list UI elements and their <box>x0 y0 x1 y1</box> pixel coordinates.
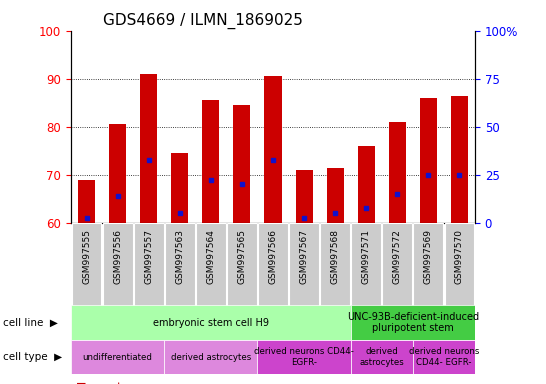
Bar <box>171 153 188 223</box>
FancyBboxPatch shape <box>71 305 351 340</box>
Text: derived neurons
CD44- EGFR-: derived neurons CD44- EGFR- <box>409 348 479 367</box>
Bar <box>233 105 251 223</box>
Text: derived astrocytes: derived astrocytes <box>171 353 251 362</box>
FancyBboxPatch shape <box>413 340 475 374</box>
FancyBboxPatch shape <box>289 223 319 307</box>
FancyBboxPatch shape <box>258 223 288 307</box>
Bar <box>202 100 219 223</box>
FancyBboxPatch shape <box>227 223 257 307</box>
Text: GSM997567: GSM997567 <box>300 230 308 285</box>
Text: GSM997563: GSM997563 <box>175 230 184 285</box>
FancyBboxPatch shape <box>134 223 164 307</box>
Bar <box>327 167 343 223</box>
FancyBboxPatch shape <box>72 223 102 307</box>
Bar <box>140 74 157 223</box>
Bar <box>420 98 437 223</box>
Text: undifferentiated: undifferentiated <box>82 353 152 362</box>
Text: GSM997565: GSM997565 <box>238 230 246 285</box>
Text: cell type  ▶: cell type ▶ <box>3 352 62 362</box>
Text: derived neurons CD44-
EGFR-: derived neurons CD44- EGFR- <box>254 348 354 367</box>
Bar <box>109 124 126 223</box>
FancyBboxPatch shape <box>444 223 474 307</box>
FancyBboxPatch shape <box>196 223 225 307</box>
Bar <box>295 170 313 223</box>
Text: GSM997569: GSM997569 <box>424 230 433 285</box>
Text: GSM997556: GSM997556 <box>113 230 122 285</box>
Text: GDS4669 / ILMN_1869025: GDS4669 / ILMN_1869025 <box>103 13 303 29</box>
Text: cell line  ▶: cell line ▶ <box>3 318 58 328</box>
FancyBboxPatch shape <box>103 223 133 307</box>
Bar <box>358 146 375 223</box>
Text: embryonic stem cell H9: embryonic stem cell H9 <box>153 318 269 328</box>
FancyBboxPatch shape <box>164 340 258 374</box>
FancyBboxPatch shape <box>71 340 164 374</box>
FancyBboxPatch shape <box>165 223 195 307</box>
Text: GSM997555: GSM997555 <box>82 230 91 285</box>
FancyBboxPatch shape <box>351 223 381 307</box>
FancyBboxPatch shape <box>258 340 351 374</box>
Text: GSM997568: GSM997568 <box>331 230 340 285</box>
FancyBboxPatch shape <box>321 223 350 307</box>
FancyBboxPatch shape <box>382 223 412 307</box>
Text: GSM997570: GSM997570 <box>455 230 464 285</box>
Bar <box>451 96 468 223</box>
Bar <box>389 122 406 223</box>
Bar <box>264 76 282 223</box>
Text: GSM997564: GSM997564 <box>206 230 215 285</box>
Text: derived
astrocytes: derived astrocytes <box>359 348 404 367</box>
Text: GSM997572: GSM997572 <box>393 230 402 285</box>
FancyBboxPatch shape <box>351 305 475 340</box>
Text: GSM997566: GSM997566 <box>269 230 277 285</box>
Text: GSM997571: GSM997571 <box>362 230 371 285</box>
FancyBboxPatch shape <box>351 340 413 374</box>
Text: GSM997557: GSM997557 <box>144 230 153 285</box>
Text: ■ count: ■ count <box>76 382 122 384</box>
Bar <box>78 179 95 223</box>
FancyBboxPatch shape <box>413 223 443 307</box>
Text: UNC-93B-deficient-induced
pluripotent stem: UNC-93B-deficient-induced pluripotent st… <box>347 312 479 333</box>
